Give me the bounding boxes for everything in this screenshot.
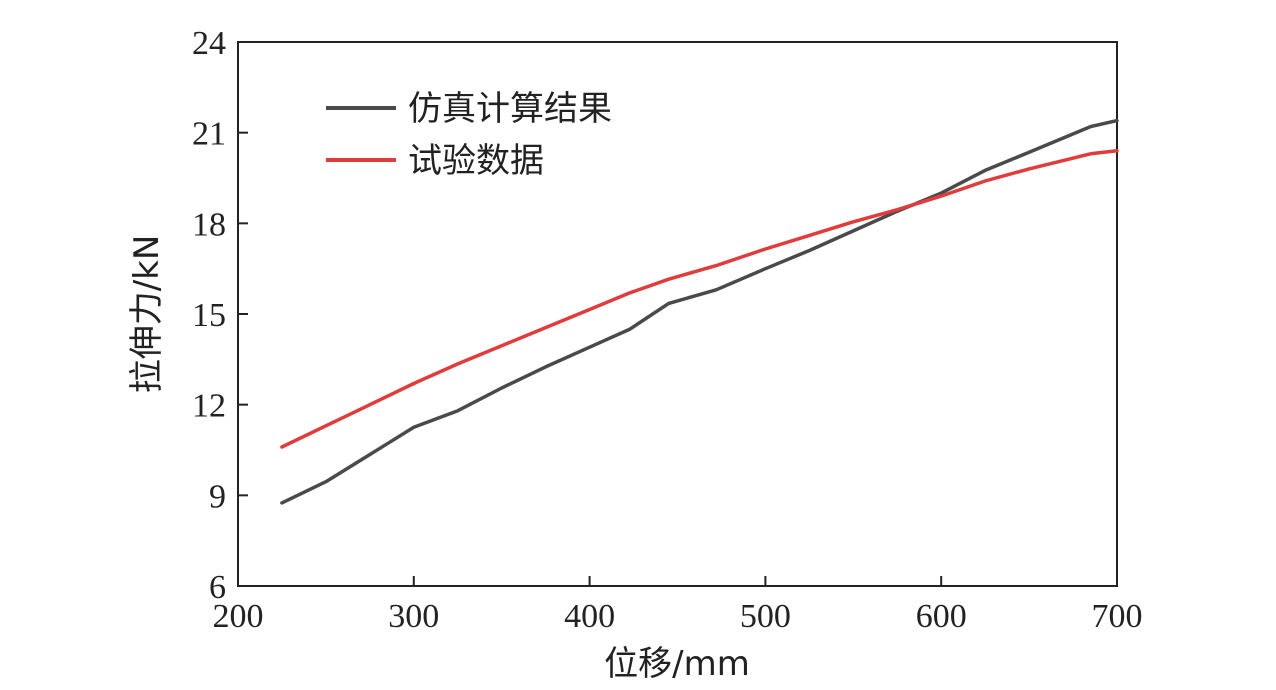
legend-label-test-data: 试验数据	[408, 141, 544, 181]
y-tick-label: 6	[209, 569, 226, 606]
y-axis-label: 拉伸力/kN	[127, 235, 167, 394]
x-tick-label: 600	[916, 598, 967, 635]
y-tick-label: 12	[192, 388, 226, 425]
series-line-0	[280, 118, 1119, 505]
y-axis-ticks: 6 9 12 15 18 21 24	[192, 25, 248, 606]
plot-frame	[237, 41, 1118, 587]
y-tick-label: 18	[192, 206, 226, 243]
series-line-1	[280, 149, 1119, 449]
x-axis-ticks: 200 300 400 500 600 700	[213, 576, 1143, 635]
legend-label-simulation: 仿真计算结果	[408, 89, 612, 129]
x-tick-label: 200	[213, 598, 264, 635]
series-lines	[280, 118, 1119, 505]
x-axis-label: 位移/mm	[604, 644, 750, 684]
legend: 仿真计算结果 试验数据	[326, 89, 612, 181]
x-tick-label: 500	[740, 598, 791, 635]
x-tick-label: 300	[388, 598, 439, 635]
y-tick-label: 24	[192, 25, 226, 62]
y-tick-label: 9	[209, 478, 226, 515]
x-tick-label: 700	[1092, 598, 1143, 635]
x-tick-label: 400	[564, 598, 615, 635]
y-tick-label: 15	[192, 297, 226, 334]
y-tick-label: 21	[192, 116, 226, 153]
